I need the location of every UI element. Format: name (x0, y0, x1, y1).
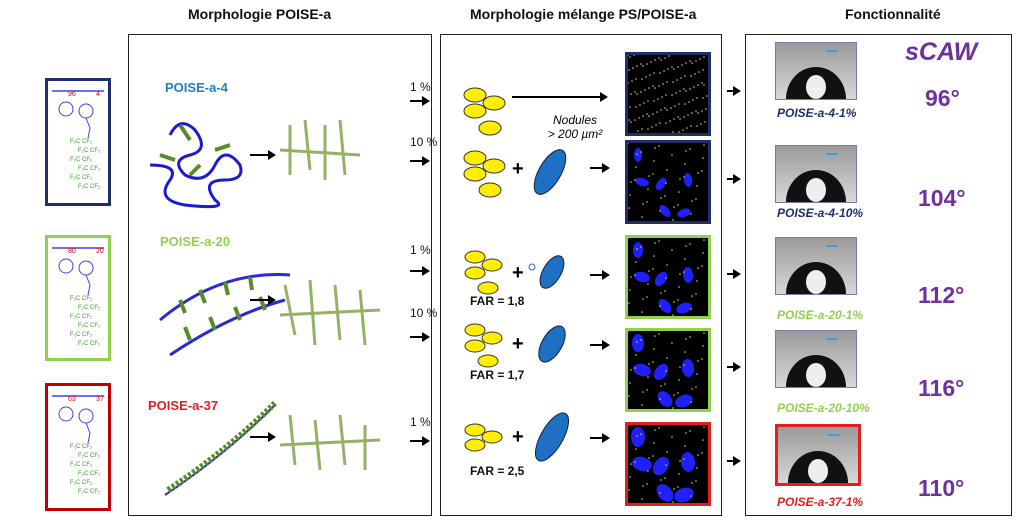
scaw-title: sCAW (905, 38, 978, 66)
svg-text:F₂C CF₂: F₂C CF₂ (70, 175, 93, 181)
contact-angle-image (775, 145, 857, 203)
arrow-icon (410, 332, 430, 342)
monomer-structure: F₂C CF₂ F₂C CF₂ F₂C CF₂ F₂C CF₂ F₂C CF₂ F₂C C… (45, 383, 111, 511)
far-label: FAR = 2,5 (470, 464, 525, 478)
arrow-icon (727, 269, 741, 279)
polymer-label: POISE-a-37 (148, 398, 219, 413)
panel-poise-morphology (128, 34, 432, 516)
micrograph-image (625, 140, 711, 224)
svg-text:F₂C CF₂: F₂C CF₂ (78, 341, 101, 347)
plus-sign: + (512, 262, 524, 284)
svg-text:F₂C CF₂: F₂C CF₂ (70, 462, 93, 468)
polymer-chain-illustrations (149, 119, 381, 496)
plus-sign: + (512, 158, 524, 180)
arrow-icon (410, 156, 430, 166)
arrow-icon (727, 174, 741, 184)
svg-text:F₂C CF₂: F₂C CF₂ (78, 148, 101, 154)
blend-illustrations (463, 87, 610, 462)
nodules-note: Nodules > 200 µm² (540, 113, 610, 141)
arrow-icon (727, 86, 741, 96)
monomer-structure: F₂C CF₂ F₂C CF₂ F₂C CF₂ F₂C CF₂ F₂C CF₂ F₂C C… (45, 78, 111, 206)
subscript: 63 (68, 396, 76, 403)
contact-angle-image (775, 42, 857, 100)
subscript: 80 (68, 248, 76, 255)
monomer-structure: F₂C CF₂ F₂C CF₂ F₂C CF₂ F₂C CF₂ F₂C CF₂ F₂C C… (45, 235, 111, 361)
micrograph-image (625, 52, 711, 136)
panel-blend-morphology (440, 34, 722, 516)
percent-label: 10 % (410, 135, 438, 149)
arrow-icon (727, 456, 741, 466)
contact-angle-image (775, 330, 857, 388)
arrow-icon (410, 266, 430, 276)
far-label: FAR = 1,8 (470, 294, 525, 308)
arrow-icon (410, 96, 430, 106)
contact-angle-image (775, 424, 861, 486)
header-morphology-poise: Morphologie POISE-a (188, 6, 332, 22)
svg-text:F₂C CF₂: F₂C CF₂ (70, 157, 93, 163)
svg-text:F₂C CF₂: F₂C CF₂ (70, 332, 93, 338)
polymer-label: POISE-a-20 (160, 234, 231, 249)
far-label: FAR = 1,7 (470, 368, 525, 382)
contact-angle-value: 116° (918, 375, 965, 401)
micrograph-image (625, 235, 711, 319)
sample-name: POISE-a-37-1% (777, 495, 864, 509)
svg-text:F₂C CF₂: F₂C CF₂ (78, 305, 101, 311)
percent-label: 1 % (410, 415, 431, 429)
svg-text:F₂C CF₂: F₂C CF₂ (78, 184, 101, 190)
contact-angle-value: 110° (918, 475, 965, 501)
sample-name: POISE-a-20-1% (777, 308, 864, 322)
contact-angle-value: 112° (918, 282, 965, 308)
contact-angle-value: 96° (925, 85, 960, 111)
micrograph-image (625, 328, 711, 412)
svg-text:F₂C CF₂: F₂C CF₂ (70, 480, 93, 486)
svg-text:F₂C CF₂: F₂C CF₂ (78, 471, 101, 477)
svg-text:F₂C CF₂: F₂C CF₂ (70, 296, 93, 302)
plus-sign: + (512, 426, 524, 448)
svg-text:F₂C CF₂: F₂C CF₂ (78, 489, 101, 495)
arrow-icon (727, 362, 741, 372)
subscript: 37 (96, 396, 104, 403)
subscript: 20 (96, 248, 104, 255)
svg-text:F₂C CF₂: F₂C CF₂ (78, 453, 101, 459)
svg-text:F₂C CF₂: F₂C CF₂ (70, 139, 93, 145)
header-functionality: Fonctionnalité (845, 6, 941, 22)
percent-label: 1 % (410, 80, 431, 94)
nodules-note-line1: Nodules (552, 113, 598, 127)
nodules-note-line2: > 200 µm² (547, 127, 603, 141)
percent-label: 1 % (410, 243, 431, 257)
contact-angle-image (775, 237, 857, 295)
contact-angle-value: 104° (918, 185, 966, 211)
subscript: 96 (68, 91, 76, 98)
svg-text:F₂C CF₂: F₂C CF₂ (70, 314, 93, 320)
svg-text:F₂C CF₂: F₂C CF₂ (78, 323, 101, 329)
micrograph-image (625, 422, 711, 506)
polymer-label: POISE-a-4 (165, 80, 228, 95)
svg-text:F₂C CF₂: F₂C CF₂ (78, 166, 101, 172)
sample-name: POISE-a-20-10% (777, 401, 870, 415)
panel-functionality (745, 34, 1012, 516)
percent-label: 10 % (410, 306, 438, 320)
svg-text:F₂C CF₂: F₂C CF₂ (70, 444, 93, 450)
sample-name: POISE-a-4-1% (777, 106, 857, 120)
plus-sign: + (512, 333, 524, 355)
arrow-icon (410, 436, 430, 446)
header-morphology-blend: Morphologie mélange PS/POISE-a (470, 6, 697, 22)
sample-name: POISE-a-4-10% (777, 206, 864, 220)
subscript: 4 (96, 91, 100, 98)
